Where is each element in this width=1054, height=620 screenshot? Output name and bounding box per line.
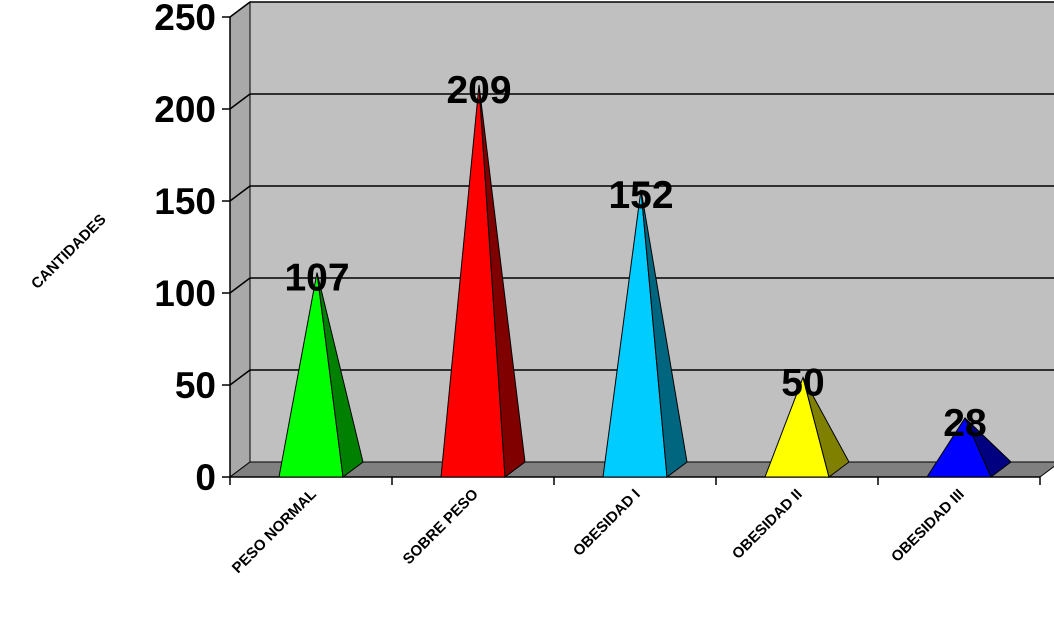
pyramid-bar <box>602 189 688 478</box>
gridline-side <box>229 93 251 110</box>
pyramid-side-face <box>478 84 526 478</box>
pyramid-series <box>278 84 1012 478</box>
pyramid-side-face <box>640 189 688 478</box>
y-tick-label: 100 <box>154 273 216 314</box>
x-category-label: OBESIDAD III <box>888 486 968 566</box>
gridline-side <box>229 369 251 386</box>
pyramid-bar <box>926 416 1012 478</box>
data-label: 107 <box>284 257 349 300</box>
pyramid-bar <box>278 272 364 478</box>
y-tick-label: 150 <box>154 181 216 222</box>
y-tick-label: 250 <box>154 0 216 38</box>
side-wall <box>229 1 251 478</box>
gridline-side <box>229 1 251 18</box>
gridline-side <box>229 185 251 202</box>
pyramid-side-face <box>964 417 1012 478</box>
y-axis-ticks: 0 50 100 150 200 250 <box>154 0 230 498</box>
pyramid-side-face <box>316 272 364 478</box>
x-axis-categories: PESO NORMAL SOBRE PESO OBESIDAD I OBESIDAD … <box>229 477 1041 577</box>
y-tick-label: 0 <box>195 457 216 498</box>
pyramid-side-face <box>802 377 850 478</box>
data-label: 209 <box>446 69 511 112</box>
y-axis-label: CANTIDADES <box>28 211 110 293</box>
gridline-side <box>229 277 251 294</box>
data-label: 50 <box>781 362 824 405</box>
data-label: 28 <box>943 402 986 445</box>
data-labels: 107 209 152 50 28 <box>284 69 986 445</box>
y-tick-label: 200 <box>154 89 216 130</box>
data-label: 152 <box>608 174 673 217</box>
x-category-label: SOBRE PESO <box>400 486 482 568</box>
x-category-label: OBESIDAD I <box>570 486 644 560</box>
pyramid-bar <box>440 84 526 478</box>
x-category-label: PESO NORMAL <box>229 486 320 577</box>
y-tick-label: 50 <box>175 365 216 406</box>
x-category-label: OBESIDAD II <box>729 486 806 563</box>
pyramid-bar <box>764 375 850 478</box>
